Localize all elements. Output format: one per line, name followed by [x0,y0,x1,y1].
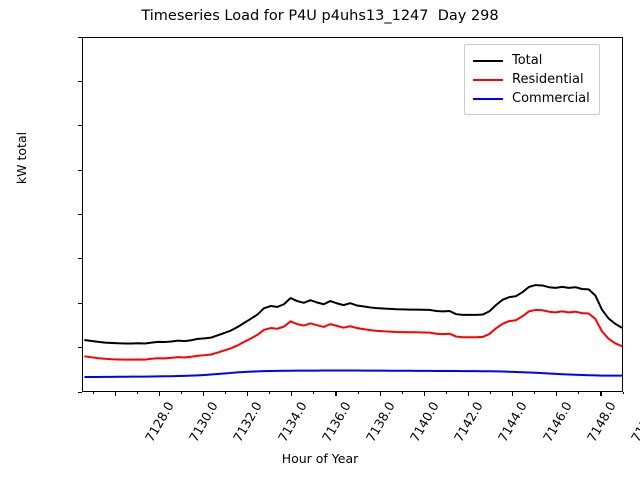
legend-entry-total: Total [473,51,590,70]
plot-lines [84,284,623,379]
x-tick-label: 7150.0 [627,399,640,445]
chart-title: Timeseries Load for P4U p4uhs13_1247 Day… [141,8,499,24]
x-tick-label: 7138.0 [362,399,398,445]
x-tick-minor-mark [225,392,227,395]
x-tick-label: 7148.0 [583,399,619,445]
x-tick-label: 7146.0 [539,399,575,445]
y-tick-mark [78,302,82,304]
x-tick-label: 7144.0 [495,399,531,445]
y-tick-mark [78,391,82,393]
x-tick-minor-mark [92,392,94,395]
x-tick-minor-mark [357,392,359,395]
y-axis-label: kW total [14,131,29,185]
x-tick-mark [379,392,381,396]
legend-label: Commercial [512,91,590,106]
x-tick-label: 7130.0 [186,399,222,445]
x-tick-label: 7128.0 [141,399,177,445]
x-tick-mark [512,392,514,396]
x-tick-minor-mark [578,392,580,395]
legend-label: Total [512,53,543,68]
series-line-total [84,284,623,345]
legend-swatch-commercial [473,97,503,100]
x-tick-minor-mark [269,392,271,395]
y-tick-mark [78,125,82,127]
x-tick-mark [600,392,602,396]
x-tick-label: 7132.0 [230,399,266,445]
legend-entry-residential: Residential [473,70,590,89]
x-tick-minor-mark [313,392,315,395]
legend-swatch-total [473,59,503,62]
x-tick-minor-mark [445,392,447,395]
y-tick-mark [78,258,82,260]
x-tick-mark [335,392,337,396]
x-tick-mark [202,392,205,396]
series-line-residential [84,308,623,361]
x-axis-label: Hour of Year [281,451,359,466]
x-tick-minor-mark [490,392,492,395]
series-line-commercial [84,369,623,379]
y-tick-mark [78,169,82,171]
x-tick-minor-mark [622,392,624,395]
legend-entry-commercial: Commercial [473,89,590,108]
legend-swatch-residential [473,78,503,81]
x-tick-mark [423,392,425,396]
x-tick-label: 7134.0 [274,399,310,445]
x-tick-minor-mark [180,392,182,395]
x-tick-mark [556,392,558,396]
y-tick-mark [78,347,82,349]
x-tick-label: 7140.0 [406,399,442,445]
x-tick-mark [247,392,249,396]
x-tick-minor-mark [534,392,536,395]
y-tick-mark [78,36,82,38]
x-tick-mark [467,392,470,396]
x-tick-minor-mark [136,392,138,395]
x-tick-mark [291,392,293,396]
x-tick-minor-mark [401,392,403,395]
x-tick-mark [114,392,116,396]
y-tick-mark [78,80,82,82]
x-tick-label: 7136.0 [318,399,354,445]
y-tick-mark [78,214,82,216]
legend-label: Residential [512,72,584,87]
chart-legend: Total Residential Commercial [464,44,600,115]
x-tick-label: 7142.0 [451,399,486,445]
x-tick-mark [158,392,160,396]
